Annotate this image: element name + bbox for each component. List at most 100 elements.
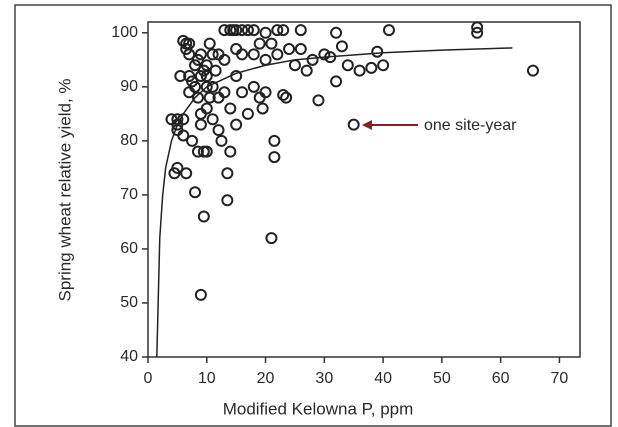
y-tick-label: 60 [120,240,138,257]
y-tick-label: 90 [120,78,138,95]
y-axis-title: Spring wheat relative yield, % [55,78,74,301]
data-point [377,59,390,72]
data-point [353,64,366,77]
data-point [194,118,207,131]
data-point [177,34,190,47]
data-point [318,48,331,61]
data-point [206,48,219,61]
data-point [206,113,219,126]
data-point [165,113,178,126]
y-tick-label: 100 [111,24,138,41]
data-point [283,43,296,56]
data-point [197,210,210,223]
data-point [180,167,193,180]
data-point [224,145,237,158]
data-point [230,24,243,37]
data-point [271,24,284,37]
x-tick-label: 10 [198,370,216,387]
data-point [203,91,216,104]
data-point [236,86,249,99]
data-point [218,86,231,99]
data-point [265,232,278,245]
data-point [200,59,213,72]
data-point [271,48,284,61]
data-point [341,59,354,72]
data-point [236,48,249,61]
data-point [253,37,266,50]
data-point [247,80,260,93]
annotation: one site-year [424,117,517,134]
x-tick-label: 20 [257,370,275,387]
data-point [365,61,378,74]
fit-curve [156,47,513,358]
data-point [306,53,319,66]
data-point [300,64,313,77]
data-point [526,64,539,77]
data-point [218,53,231,66]
data-point [194,288,207,301]
x-tick-label: 50 [433,370,451,387]
data-point [183,48,196,61]
data-point [330,26,343,39]
data-point [277,24,290,37]
plot-frame [147,21,581,358]
data-point [215,134,228,147]
figure-frame [14,4,612,427]
data-point [268,151,281,164]
data-point [224,102,237,115]
data-point [174,70,187,83]
data-point [209,64,222,77]
data-point [265,37,278,50]
x-tick-label: 0 [144,370,153,387]
data-point [247,24,260,37]
y-tick-label: 50 [120,294,138,311]
data-point [230,118,243,131]
data-point [280,91,293,104]
data-point [194,48,207,61]
data-point [294,43,307,56]
data-point [221,194,234,207]
data-point [294,24,307,37]
data-point [218,24,231,37]
data-point [212,124,225,137]
data-point [200,145,213,158]
data-point [382,24,395,37]
data-point [191,145,204,158]
data-point [241,24,254,37]
data-point [335,40,348,53]
x-tick-label: 60 [492,370,510,387]
x-tick-label: 40 [374,370,392,387]
data-point [471,21,484,34]
x-tick-label: 70 [551,370,569,387]
y-tick-label: 40 [120,348,138,365]
data-point [221,167,234,180]
data-point [200,102,213,115]
data-point [259,53,272,66]
data-point [268,134,281,147]
x-tick-label: 30 [315,370,333,387]
data-point [330,75,343,88]
data-point [371,45,384,58]
data-point [191,91,204,104]
data-point [236,24,249,37]
x-axis-title: Modified Kelowna P, ppm [223,399,414,418]
data-point [247,48,260,61]
y-tick-label: 80 [120,132,138,149]
data-point [186,134,199,147]
data-point [203,37,216,50]
data-point [277,88,290,101]
data-point [312,94,325,107]
data-point [177,129,190,142]
data-point [171,161,184,174]
data-point [471,26,484,39]
y-tick-label: 70 [120,186,138,203]
data-point [288,59,301,72]
annotation-arrowhead [362,120,372,130]
data-point [259,26,272,39]
data-point [259,86,272,99]
data-point [256,102,269,115]
data-point [241,107,254,120]
data-point [347,118,360,131]
